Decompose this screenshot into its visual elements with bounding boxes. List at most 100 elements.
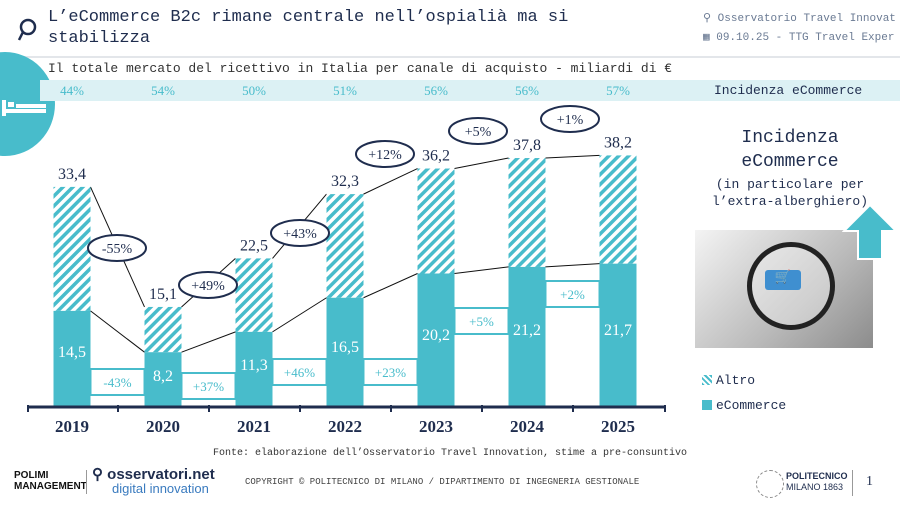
event-label: ▦ 09.10.25 - TTG Travel Exper bbox=[703, 30, 894, 44]
ecommerce-growth-box bbox=[89, 368, 146, 396]
page-title: L’eCommerce B2c rimane centrale nell’osp… bbox=[48, 8, 569, 48]
bar-altro-2022 bbox=[326, 194, 364, 298]
total-growth-bubble bbox=[448, 117, 508, 145]
total-growth-bubble bbox=[355, 140, 415, 168]
divider bbox=[86, 470, 87, 494]
bar-ecommerce-2022 bbox=[326, 297, 364, 406]
bar-ecommerce-2020 bbox=[144, 352, 182, 406]
hatch-swatch bbox=[702, 375, 712, 385]
total-label: 15,1 bbox=[149, 286, 177, 303]
page-number: 1 bbox=[866, 474, 873, 489]
polimi-logo: POLIMI MANAGEMENT bbox=[14, 470, 87, 492]
ecommerce-share: 51% bbox=[333, 83, 357, 98]
total-growth-label: +1% bbox=[557, 113, 584, 128]
ecommerce-share: 56% bbox=[424, 83, 448, 98]
ecommerce-value-label: 21,2 bbox=[513, 322, 541, 339]
total-growth-bubble bbox=[540, 105, 600, 133]
bar-altro-2024 bbox=[508, 158, 546, 267]
bar-altro-2021 bbox=[235, 258, 273, 332]
divider bbox=[852, 470, 853, 496]
bar-ecommerce-2023 bbox=[417, 273, 455, 406]
legend-label: Altro bbox=[716, 373, 756, 388]
copyright: COPYRIGHT © POLITECNICO DI MILANO / DIPA… bbox=[245, 477, 640, 487]
total-growth-label: +43% bbox=[283, 227, 317, 242]
incidenza-label: Incidenza eCommerce bbox=[714, 83, 863, 98]
ecommerce-connector bbox=[181, 331, 236, 353]
total-label: 32,3 bbox=[331, 173, 359, 190]
x-tick-label: 2022 bbox=[328, 417, 362, 436]
ecommerce-connector bbox=[90, 310, 145, 353]
ecommerce-growth-label: +2% bbox=[560, 287, 585, 302]
ecommerce-share: 56% bbox=[515, 83, 539, 98]
ecommerce-value-label: 21,7 bbox=[604, 322, 632, 339]
ecommerce-value-label: 8,2 bbox=[153, 368, 173, 385]
chart-subtitle: Il totale mercato del ricettivo in Itali… bbox=[48, 61, 673, 76]
total-label: 38,2 bbox=[604, 134, 632, 151]
legend-altro: Altro bbox=[702, 373, 755, 388]
total-label: 33,4 bbox=[58, 166, 86, 183]
ecommerce-growth-label: -43% bbox=[103, 375, 131, 390]
ecommerce-growth-label: +23% bbox=[375, 365, 406, 380]
ecommerce-share: 50% bbox=[242, 83, 266, 98]
ecommerce-value-label: 16,5 bbox=[331, 339, 359, 356]
ecommerce-connector bbox=[272, 297, 327, 333]
total-growth-label: +49% bbox=[191, 279, 225, 294]
stacked-bar-chart: 33,4 14,5 44% 2019 -55% -43% 15,1 8,2 54% 2020 +49… bbox=[27, 83, 666, 436]
header-divider bbox=[0, 56, 900, 58]
bar-altro-2019 bbox=[53, 186, 91, 311]
bar-ecommerce-2024 bbox=[508, 266, 546, 406]
x-tick-label: 2023 bbox=[419, 417, 453, 436]
ecommerce-growth-box bbox=[180, 372, 237, 400]
bed-icon bbox=[2, 100, 46, 116]
bar-ecommerce-2019 bbox=[53, 310, 91, 406]
ecommerce-share: 54% bbox=[151, 83, 175, 98]
x-tick-label: 2020 bbox=[146, 417, 180, 436]
ecommerce-connector bbox=[363, 273, 418, 299]
osservatori-logo: ⚲ osservatori.net digital innovation bbox=[92, 466, 215, 496]
ecommerce-share: 57% bbox=[606, 83, 630, 98]
bar-ecommerce-2025 bbox=[599, 263, 637, 406]
legend-ecommerce: eCommerce bbox=[702, 398, 786, 413]
bar-ecommerce-2021 bbox=[235, 331, 273, 406]
ecommerce-growth-box bbox=[271, 358, 328, 386]
total-growth-bubble bbox=[270, 219, 330, 247]
org-name: Osservatorio Travel Innovat bbox=[717, 13, 896, 25]
ecommerce-share: 44% bbox=[60, 83, 84, 98]
politecnico-seal bbox=[756, 470, 784, 498]
x-tick-label: 2025 bbox=[601, 417, 635, 436]
total-label: 22,5 bbox=[240, 237, 268, 254]
total-label: 36,2 bbox=[422, 148, 450, 165]
magnifier-logo-icon bbox=[17, 18, 37, 41]
bar-altro-2025 bbox=[599, 155, 637, 264]
total-connector bbox=[363, 168, 418, 195]
total-growth-label: +12% bbox=[368, 148, 402, 163]
total-growth-bubble bbox=[178, 271, 238, 299]
ecommerce-growth-label: +46% bbox=[284, 365, 315, 380]
ecommerce-value-label: 20,2 bbox=[422, 327, 450, 344]
logo-text: osservatori.net bbox=[107, 466, 215, 483]
solid-swatch bbox=[702, 400, 712, 410]
bar-altro-2023 bbox=[417, 168, 455, 274]
ecommerce-growth-box bbox=[362, 358, 419, 386]
total-growth-label: -55% bbox=[102, 242, 133, 257]
ecommerce-growth-label: +5% bbox=[469, 314, 494, 329]
ecommerce-connector bbox=[545, 263, 600, 268]
incidenza-band bbox=[40, 80, 900, 101]
total-label: 37,8 bbox=[513, 137, 541, 154]
org-label: ⚲ Osservatorio Travel Innovat bbox=[703, 11, 896, 25]
ecommerce-growth-box bbox=[453, 307, 510, 335]
up-arrow-icon bbox=[842, 203, 898, 260]
ecommerce-growth-label: +37% bbox=[193, 379, 224, 394]
ecommerce-connector bbox=[454, 266, 509, 274]
logo-subtext: digital innovation bbox=[112, 481, 209, 496]
ecommerce-value-label: 14,5 bbox=[58, 344, 86, 361]
right-panel-title: Incidenza eCommerce bbox=[741, 128, 839, 172]
event-date: 09.10.25 - TTG Travel Exper bbox=[716, 32, 895, 44]
total-connector bbox=[454, 157, 509, 170]
ecommerce-growth-box bbox=[544, 280, 601, 308]
total-connector bbox=[545, 154, 600, 159]
total-growth-bubble bbox=[87, 234, 147, 262]
x-tick-label: 2024 bbox=[510, 417, 545, 436]
politecnico-logo: POLITECNICO MILANO 1863 bbox=[786, 471, 848, 492]
keyboard-magnifier-image: 🛒 bbox=[695, 230, 873, 348]
